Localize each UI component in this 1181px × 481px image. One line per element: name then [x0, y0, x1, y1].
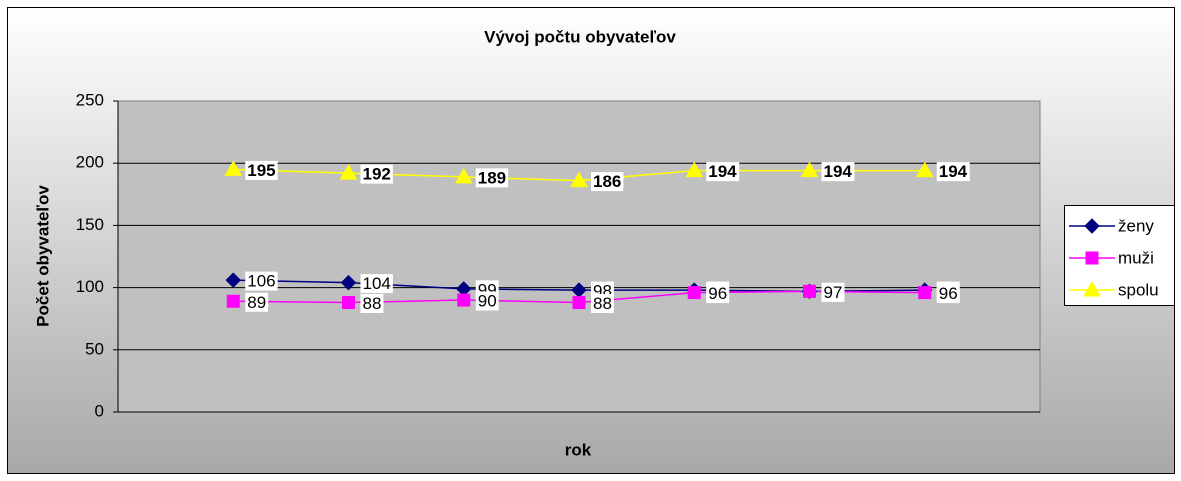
data-label-bg: [821, 162, 855, 182]
chart-title: Vývoj počtu obyvateľov: [484, 27, 676, 46]
data-label: 104: [363, 274, 391, 293]
legend-label: spolu: [1118, 280, 1159, 299]
data-label: 189: [478, 168, 506, 187]
marker: [454, 167, 473, 184]
data-label: 97: [824, 283, 843, 302]
marker: [342, 296, 355, 310]
data-label: 194: [939, 162, 968, 181]
marker: [339, 164, 358, 180]
data-label: 89: [247, 293, 266, 312]
y-tick-label: 250: [76, 90, 104, 109]
data-label: 88: [593, 294, 612, 313]
marker: [803, 284, 816, 298]
legend: [1064, 205, 1175, 306]
marker: [226, 294, 240, 308]
legend-marker: [1085, 251, 1099, 265]
marker: [918, 286, 932, 300]
marker: [570, 171, 588, 188]
marker: [800, 161, 819, 178]
marker: [685, 161, 704, 178]
legend-label: muži: [1118, 248, 1154, 267]
data-label: 106: [247, 272, 275, 291]
data-label: 88: [363, 294, 382, 313]
data-label: 186: [593, 172, 621, 191]
data-label-bg: [936, 284, 960, 304]
marker: [572, 296, 586, 310]
data-label-bg: [245, 292, 269, 312]
data-label-bg: [360, 164, 393, 184]
legend-marker: [1083, 280, 1101, 297]
data-label-bg: [706, 284, 730, 304]
data-label-bg: [936, 162, 970, 182]
data-label-bg: [591, 172, 624, 192]
plot-area: [117, 100, 1041, 413]
data-label-bg: [706, 162, 740, 182]
marker: [225, 272, 241, 288]
y-tick-label: 200: [76, 153, 104, 172]
y-tick-label: 0: [95, 401, 104, 420]
legend-marker: [1084, 218, 1100, 234]
marker: [224, 160, 243, 176]
data-label: 194: [824, 162, 853, 181]
marker: [687, 286, 701, 300]
legend-label: ženy: [1118, 216, 1154, 235]
data-label-bg: [475, 168, 509, 188]
data-label: 192: [363, 165, 391, 184]
marker: [340, 274, 357, 291]
y-tick-label: 150: [76, 215, 104, 234]
y-tick-label: 100: [76, 277, 104, 296]
data-label: 90: [478, 292, 497, 311]
y-tick-label: 50: [85, 339, 104, 358]
data-label-bg: [591, 294, 614, 314]
marker: [915, 161, 934, 178]
y-axis-label: Počet obyvateľov: [33, 185, 52, 327]
data-label-bg: [360, 294, 384, 314]
data-label-bg: [821, 282, 845, 302]
data-label-bg: [475, 291, 499, 311]
data-label-bg: [245, 271, 278, 291]
data-label: 194: [708, 162, 737, 181]
data-label: 195: [247, 161, 275, 180]
data-label-bg: [245, 160, 278, 180]
marker: [457, 293, 471, 307]
data-label: 96: [939, 284, 958, 303]
x-axis-label: rok: [565, 440, 592, 459]
data-label-bg: [360, 274, 393, 294]
data-label: 96: [708, 284, 727, 303]
